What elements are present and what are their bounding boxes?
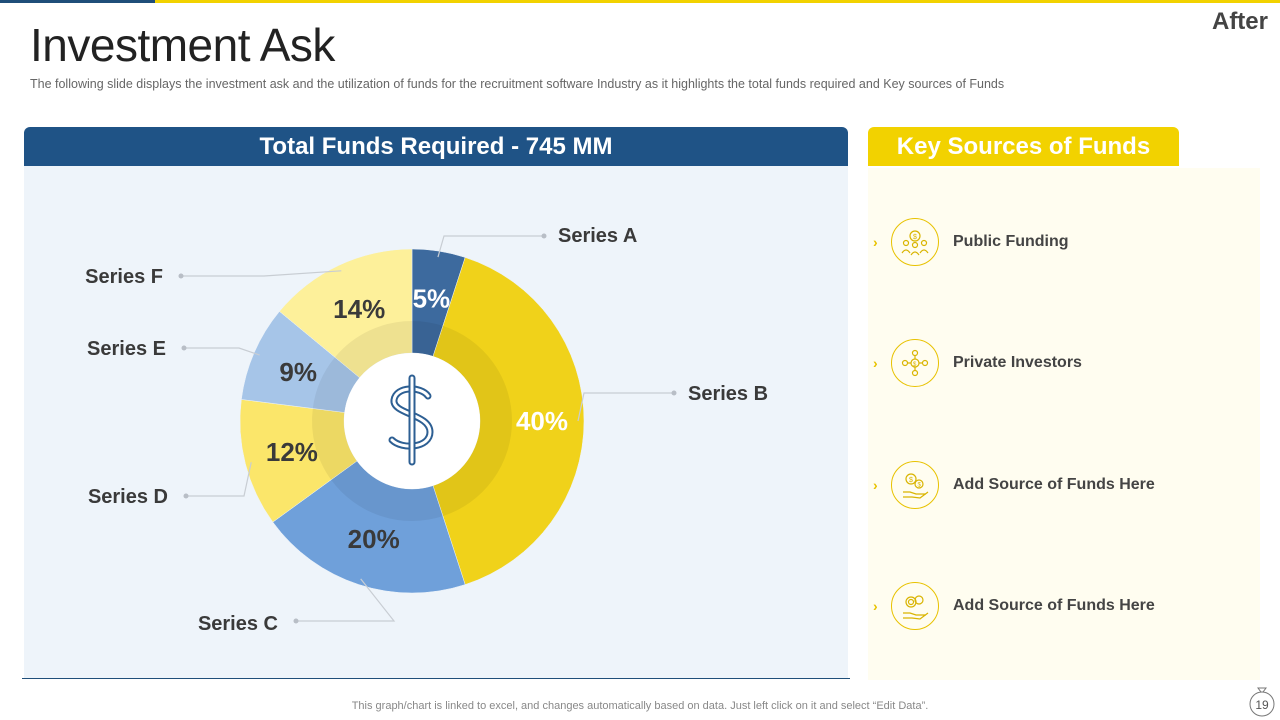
source-label: Add Source of Funds Here [953, 597, 1155, 614]
source-label: Public Funding [953, 233, 1069, 250]
chevron-right-icon: › [873, 477, 878, 493]
panel-divider [22, 678, 850, 679]
data-label: 14% [333, 294, 385, 324]
chevron-right-icon: › [873, 355, 878, 371]
investor-network-icon: $ [891, 339, 939, 387]
key-sources-header: Key Sources of Funds [868, 127, 1179, 166]
donut-slice-shade [331, 460, 443, 521]
donut-slice-shade [312, 357, 360, 414]
callout-line [437, 235, 544, 258]
donut-slice-shade [312, 408, 358, 480]
series-label: Series C [198, 613, 278, 635]
source-label: Private Investors [953, 354, 1082, 371]
source-label: Add Source of Funds Here [953, 476, 1155, 493]
page-number-badge: 19 [1249, 687, 1275, 717]
source-item-public-funding[interactable]: › $ Public Funding [873, 214, 1253, 270]
data-label: 5% [413, 284, 451, 314]
series-label: Series E [87, 338, 166, 360]
page-number: 19 [1255, 698, 1269, 712]
page-subtitle: The following slide displays the investm… [30, 77, 1005, 91]
crowd-funding-icon: $ [891, 218, 939, 266]
series-label: Series B [688, 383, 768, 405]
series-label: Series D [88, 486, 168, 508]
top-accent-bar-blue [0, 0, 155, 3]
top-accent-bar-yellow [155, 0, 1280, 3]
callout-dot [293, 618, 299, 624]
chevron-right-icon: › [873, 234, 878, 250]
callout-dot [181, 345, 187, 351]
series-label: Series F [85, 266, 163, 288]
footer-note: This graph/chart is linked to excel, and… [351, 700, 929, 712]
callout-line [181, 270, 342, 277]
chevron-right-icon: › [873, 598, 878, 614]
donut-slice-shade [334, 321, 413, 379]
svg-text:$: $ [913, 234, 917, 241]
callout-dot [671, 390, 677, 396]
source-item-add-source-2[interactable]: › Add Source of Funds Here [873, 578, 1253, 634]
funds-chart-header: Total Funds Required - 745 MM [24, 127, 848, 166]
source-item-add-source-1[interactable]: › $ $ Add Source of Funds Here [873, 457, 1253, 513]
data-label: 40% [516, 406, 568, 436]
donut-slice-shade [411, 321, 443, 357]
donut-chart[interactable]: 5% 40% 20% 12% 9% 14% Series A Series B Series … [24, 166, 848, 678]
donut-slice-shade [432, 325, 512, 517]
source-item-private-investors[interactable]: › $ Private Investors [873, 335, 1253, 391]
money-bag-hand-icon: $ $ [891, 461, 939, 509]
dollar-icon [344, 353, 480, 489]
svg-text:$: $ [918, 483, 922, 489]
callout-dot [541, 233, 547, 239]
page-title: Investment Ask [30, 19, 335, 71]
data-label: 12% [266, 437, 318, 467]
callout-line [296, 578, 396, 622]
callout-line [186, 462, 252, 497]
svg-text:$: $ [913, 362, 917, 368]
svg-text:$: $ [909, 477, 913, 484]
callout-line [184, 347, 260, 356]
data-label: 9% [279, 357, 317, 387]
callout-line [577, 392, 674, 422]
callout-dot [178, 273, 184, 279]
callout-dot [183, 493, 189, 499]
series-label: Series A [558, 225, 637, 247]
slide-tag: After [1211, 8, 1268, 35]
data-label: 20% [348, 524, 400, 554]
coins-hand-icon [891, 582, 939, 630]
